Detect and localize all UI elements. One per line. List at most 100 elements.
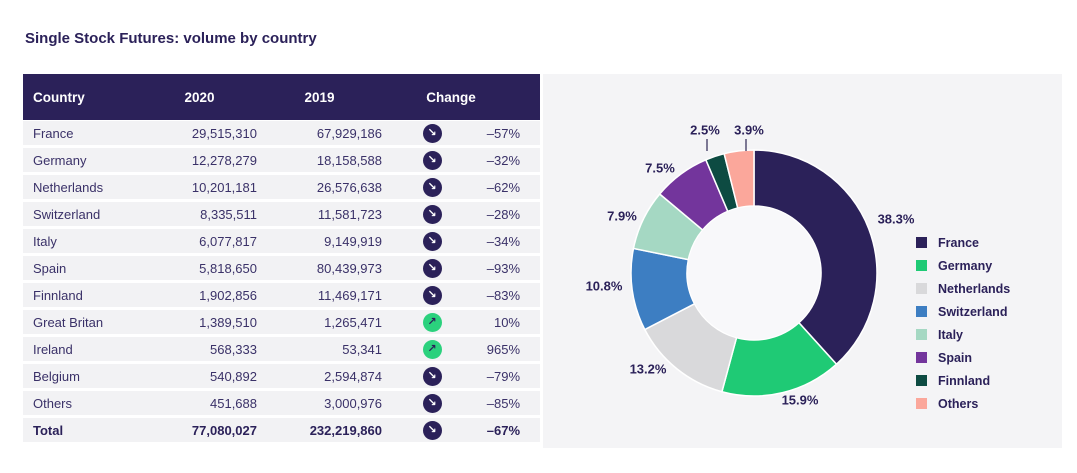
country-cell: Switzerland [33, 206, 101, 222]
trend-down-icon: ↘ [422, 420, 442, 440]
legend-swatch [916, 352, 927, 363]
country-cell: Germany [33, 152, 87, 168]
chart-panel: 38.3% 15.9% 13.2% 10.8% 7.9% 7.5% 2.5% 3.9% Fra… [543, 74, 1062, 448]
legend-swatch [916, 260, 927, 271]
slice-label-italy: 7.9% [607, 209, 637, 224]
slice-label-netherlands: 13.2% [630, 362, 667, 377]
table-header-row: Country 2020 2019 Change [23, 74, 540, 120]
legend-item-france: France [916, 231, 1010, 254]
legend-label: Spain [938, 350, 973, 365]
legend-swatch [916, 375, 927, 386]
volume-2020-cell: 8,335,511 [200, 206, 257, 222]
legend-label: Netherlands [938, 281, 1011, 296]
change-cell: –85% [486, 395, 520, 411]
donut-hole [687, 206, 821, 340]
trend-cell: ↘ [382, 231, 482, 251]
trend-down-icon: ↘ [422, 177, 442, 197]
legend-swatch [916, 398, 927, 409]
trend-cell: ↘ [382, 420, 482, 440]
legend-label: Switzerland [938, 304, 1008, 319]
table-row: Others 451,688 3,000,976 ↘ –85% [23, 391, 540, 415]
volume-2019-cell: 26,576,638 [316, 179, 382, 195]
trend-down-icon: ↘ [422, 393, 442, 413]
volume-2019-cell: 3,000,976 [324, 395, 382, 411]
legend-label: Finnland [938, 373, 991, 388]
trend-cell: ↘ [382, 258, 482, 278]
change-cell: –93% [486, 260, 520, 276]
table-row: Belgium 540,892 2,594,874 ↘ –79% [23, 364, 540, 388]
volume-2020-cell: 12,278,279 [191, 152, 257, 168]
table-body: France 29,515,310 67,929,186 ↘ –57% Germany 12… [23, 120, 540, 442]
volume-2019-cell: 232,219,860 [309, 422, 382, 438]
change-cell: –62% [486, 179, 520, 195]
volume-2020-cell: 540,892 [210, 368, 257, 384]
trend-cell: ↘ [382, 150, 482, 170]
volume-2019-cell: 2,594,874 [324, 368, 382, 384]
trend-down-icon: ↘ [422, 150, 442, 170]
country-cell: Spain [33, 260, 67, 276]
legend-label: Germany [938, 258, 993, 273]
volume-2019-cell: 1,265,471 [324, 314, 382, 330]
donut-slice-france [753, 149, 878, 366]
table-row: Finnland 1,902,856 11,469,171 ↘ –83% [23, 283, 540, 307]
change-cell: –32% [486, 152, 520, 168]
legend-item-switzerland: Switzerland [916, 300, 1010, 323]
slice-label-switzerland: 10.8% [586, 279, 623, 294]
table-row: Great Britan 1,389,510 1,265,471 ↗ 10% [23, 310, 540, 334]
country-cell: Great Britan [33, 314, 104, 330]
volume-2020-cell: 77,080,027 [191, 422, 257, 438]
volume-2019-cell: 18,158,588 [316, 152, 382, 168]
country-cell: Ireland [33, 341, 73, 357]
volume-2019-cell: 9,149,919 [324, 233, 382, 249]
trend-cell: ↘ [382, 393, 482, 413]
volume-2020-cell: 5,818,650 [199, 260, 257, 276]
table-row: Italy 6,077,817 9,149,919 ↘ –34% [23, 229, 540, 253]
slice-label-germany: 15.9% [782, 393, 819, 408]
trend-cell: ↗ [382, 312, 482, 332]
legend-item-italy: Italy [916, 323, 1010, 346]
legend-label: Italy [938, 327, 964, 342]
slice-label-spain: 7.5% [645, 161, 675, 176]
legend-item-spain: Spain [916, 346, 1010, 369]
trend-cell: ↘ [382, 123, 482, 143]
country-cell: France [33, 125, 74, 141]
legend-swatch [916, 306, 927, 317]
donut-slice-others [723, 149, 755, 209]
change-cell: –79% [486, 368, 520, 384]
trend-up-icon: ↗ [422, 339, 442, 359]
header-country: Country [33, 89, 85, 105]
change-cell: –34% [486, 233, 520, 249]
trend-down-icon: ↘ [422, 231, 442, 251]
country-cell: Finnland [33, 287, 83, 303]
volume-2019-cell: 67,929,186 [316, 125, 382, 141]
change-cell: 10% [493, 314, 520, 330]
change-cell: –28% [486, 206, 520, 222]
country-cell: Netherlands [33, 179, 104, 195]
legend-label: France [938, 235, 979, 250]
volume-2019-cell: 53,341 [342, 341, 382, 357]
trend-down-icon: ↘ [422, 258, 442, 278]
legend-swatch [916, 329, 927, 340]
change-cell: –57% [486, 125, 520, 141]
change-cell: –83% [486, 287, 520, 303]
legend-swatch [916, 283, 927, 294]
donut-chart: 38.3% 15.9% 13.2% 10.8% 7.9% 7.5% 2.5% 3.9% [586, 123, 915, 408]
trend-up-icon: ↗ [422, 312, 442, 332]
table-row: Switzerland 8,335,511 11,581,723 ↘ –28% [23, 202, 540, 226]
trend-cell: ↘ [382, 366, 482, 386]
slice-label-others: 3.9% [734, 123, 764, 138]
volume-2020-cell: 451,688 [210, 395, 257, 411]
volume-table: Country 2020 2019 Change France 29,515,31… [23, 74, 540, 445]
trend-down-icon: ↘ [422, 366, 442, 386]
header-2019: 2019 [304, 89, 335, 105]
change-cell: –67% [486, 422, 520, 438]
volume-2020-cell: 1,389,510 [199, 314, 257, 330]
header-2020: 2020 [184, 89, 215, 105]
change-cell: 965% [486, 341, 520, 357]
volume-2020-cell: 6,077,817 [199, 233, 257, 249]
volume-2019-cell: 11,581,723 [317, 206, 382, 222]
country-cell: Others [33, 395, 73, 411]
legend-swatch [916, 237, 927, 248]
country-cell: Total [33, 422, 64, 438]
